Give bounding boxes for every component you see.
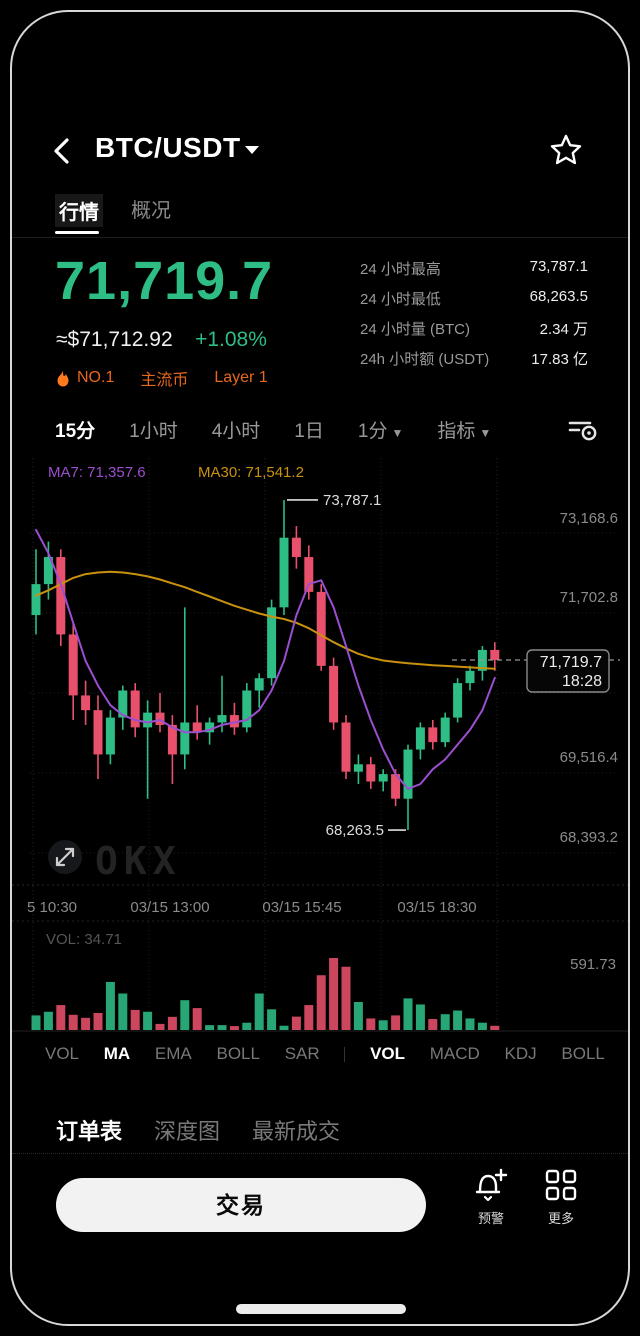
indicator-tab-ema[interactable]: EMA (154, 1044, 192, 1063)
indicator-divider (344, 1046, 346, 1062)
svg-text:5 10:30: 5 10:30 (27, 899, 77, 916)
stat-row-low: 24 小时最低 68,263.5 (360, 288, 588, 309)
stat-value: 68,263.5 (529, 288, 588, 305)
svg-text:69,516.4: 69,516.4 (560, 749, 618, 766)
svg-text:73,168.6: 73,168.6 (560, 510, 618, 527)
last-price-badge (526, 649, 610, 693)
back-button[interactable] (50, 136, 72, 166)
alert-bell-plus-icon (475, 1168, 508, 1202)
fiat-price: ≈$71,712.92 (56, 328, 173, 351)
indicator-tab-vol-sub[interactable]: VOL (370, 1044, 406, 1063)
indicator-tab-ma[interactable]: MA (103, 1044, 131, 1063)
grid-more-icon (545, 1169, 577, 1201)
svg-text:591.73: 591.73 (570, 956, 616, 973)
indicator-dropdown[interactable]: 指标 ▼ (437, 416, 491, 443)
stats-panel: 24 小时最高 73,787.1 24 小时最低 68,263.5 24 小时量 (… (360, 258, 588, 369)
timeframe-more-dropdown[interactable]: 1分 ▼ (358, 416, 403, 443)
indicator-tab-sar[interactable]: SAR (284, 1044, 320, 1063)
home-indicator[interactable] (236, 1304, 406, 1314)
fiat-row: ≈$71,712.92 +1.08% (56, 328, 267, 352)
stat-row-volume-btc: 24 小时量 (BTC) 2.34 万 (360, 318, 588, 339)
indicator-tab-vol-main[interactable]: VOL (45, 1044, 80, 1063)
pair-title[interactable]: BTC/USDT (95, 132, 241, 163)
badge-mainstream[interactable]: 主流币 (140, 366, 188, 390)
tab-latest-trades[interactable]: 最新成交 (252, 1119, 341, 1144)
timeframe-1h[interactable]: 1小时 (129, 421, 178, 442)
stat-label: 24 小时量 (BTC) (360, 321, 471, 338)
pair-dropdown[interactable] (243, 142, 261, 161)
stat-label: 24h 小时额 (USDT) (360, 351, 490, 368)
indicator-tab-kdj[interactable]: KDJ (504, 1044, 537, 1063)
chevron-down-icon: ▼ (391, 426, 404, 440)
stat-row-high: 24 小时最高 73,787.1 (360, 258, 588, 279)
indicator-tab-boll[interactable]: BOLL (216, 1044, 260, 1063)
flame-icon (57, 369, 69, 386)
svg-text:03/15 13:00: 03/15 13:00 (130, 899, 209, 916)
bottom-divider (12, 1153, 628, 1154)
svg-text:71,719.7: 71,719.7 (540, 654, 602, 671)
svg-text:73,787.1: 73,787.1 (323, 492, 381, 509)
timeframe-label: 1分 (357, 421, 388, 442)
tab-overview[interactable]: 概况 (131, 200, 171, 222)
svg-text:71,702.8: 71,702.8 (560, 589, 618, 606)
stat-row-turnover-usdt: 24h 小时额 (USDT) 17.83 亿 (360, 348, 588, 369)
stat-label: 24 小时最高 (360, 261, 441, 278)
tab-quotes[interactable]: 行情 (55, 194, 103, 227)
favorite-button[interactable] (549, 133, 583, 172)
more-label: 更多 (547, 1211, 574, 1226)
chevron-down-icon (245, 146, 259, 154)
change-percent: +1.08% (195, 328, 267, 351)
badge-label: NO.1 (77, 369, 115, 386)
trade-button[interactable]: 交易 (56, 1178, 426, 1232)
chart-settings-button[interactable] (566, 418, 600, 449)
indicator-tab-boll-sub[interactable]: BOLL (561, 1044, 605, 1063)
timeframe-15m[interactable]: 15分 (55, 421, 96, 442)
timeframe-1d[interactable]: 1日 (294, 421, 324, 442)
okx-watermark: OKX (95, 839, 182, 883)
stat-label: 24 小时最低 (360, 291, 441, 308)
tab-order-book[interactable]: 订单表 (56, 1119, 123, 1144)
back-chevron-icon (54, 138, 69, 164)
more-button[interactable]: 更多 (536, 1168, 586, 1227)
last-price: 71,719.7 (55, 251, 274, 311)
chart-settings-icon (568, 421, 597, 441)
stat-value: 2.34 万 (539, 321, 588, 338)
stat-value: 17.83 亿 (531, 351, 588, 368)
alert-button[interactable]: 预警 (466, 1168, 516, 1227)
svg-text:18:28: 18:28 (562, 673, 602, 690)
chevron-down-icon: ▼ (479, 426, 492, 440)
indicator-label: 指标 (437, 421, 476, 442)
badge-label: 主流币 (140, 372, 189, 389)
section-tabs: 行情 概况 (55, 194, 171, 227)
header-divider (12, 237, 628, 238)
tab-depth-chart[interactable]: 深度图 (154, 1119, 221, 1144)
svg-text:MA7: 71,357.6: MA7: 71,357.6 (48, 464, 146, 481)
timeframe-row: 15分 1小时 4小时 1日 1分 ▼ 指标 ▼ (55, 416, 491, 443)
indicator-tab-macd[interactable]: MACD (429, 1044, 480, 1063)
timeframe-4h[interactable]: 4小时 (211, 421, 261, 442)
svg-text:68,263.5: 68,263.5 (326, 822, 384, 839)
indicator-tab-row: VOL MA EMA BOLL SAR VOL MACD KDJ BOLL (45, 1044, 605, 1064)
star-icon (550, 134, 582, 165)
svg-text:03/15 18:30: 03/15 18:30 (397, 899, 476, 916)
svg-text:VOL: 34.71: VOL: 34.71 (46, 931, 122, 948)
alert-label: 预警 (477, 1211, 504, 1226)
badge-row: NO.1 主流币 Layer 1 (56, 366, 268, 390)
active-tab-underline (55, 231, 99, 234)
stat-value: 73,787.1 (529, 258, 588, 275)
badge-label: Layer 1 (214, 369, 268, 386)
badge-no1[interactable]: NO.1 (56, 369, 114, 387)
svg-text:03/15 15:45: 03/15 15:45 (262, 899, 341, 916)
badge-layer1[interactable]: Layer 1 (214, 369, 267, 387)
orderbook-tab-row: 订单表 深度图 最新成交 (56, 1114, 340, 1146)
svg-text:MA30: 71,541.2: MA30: 71,541.2 (198, 464, 304, 481)
svg-text:68,393.2: 68,393.2 (560, 829, 618, 846)
